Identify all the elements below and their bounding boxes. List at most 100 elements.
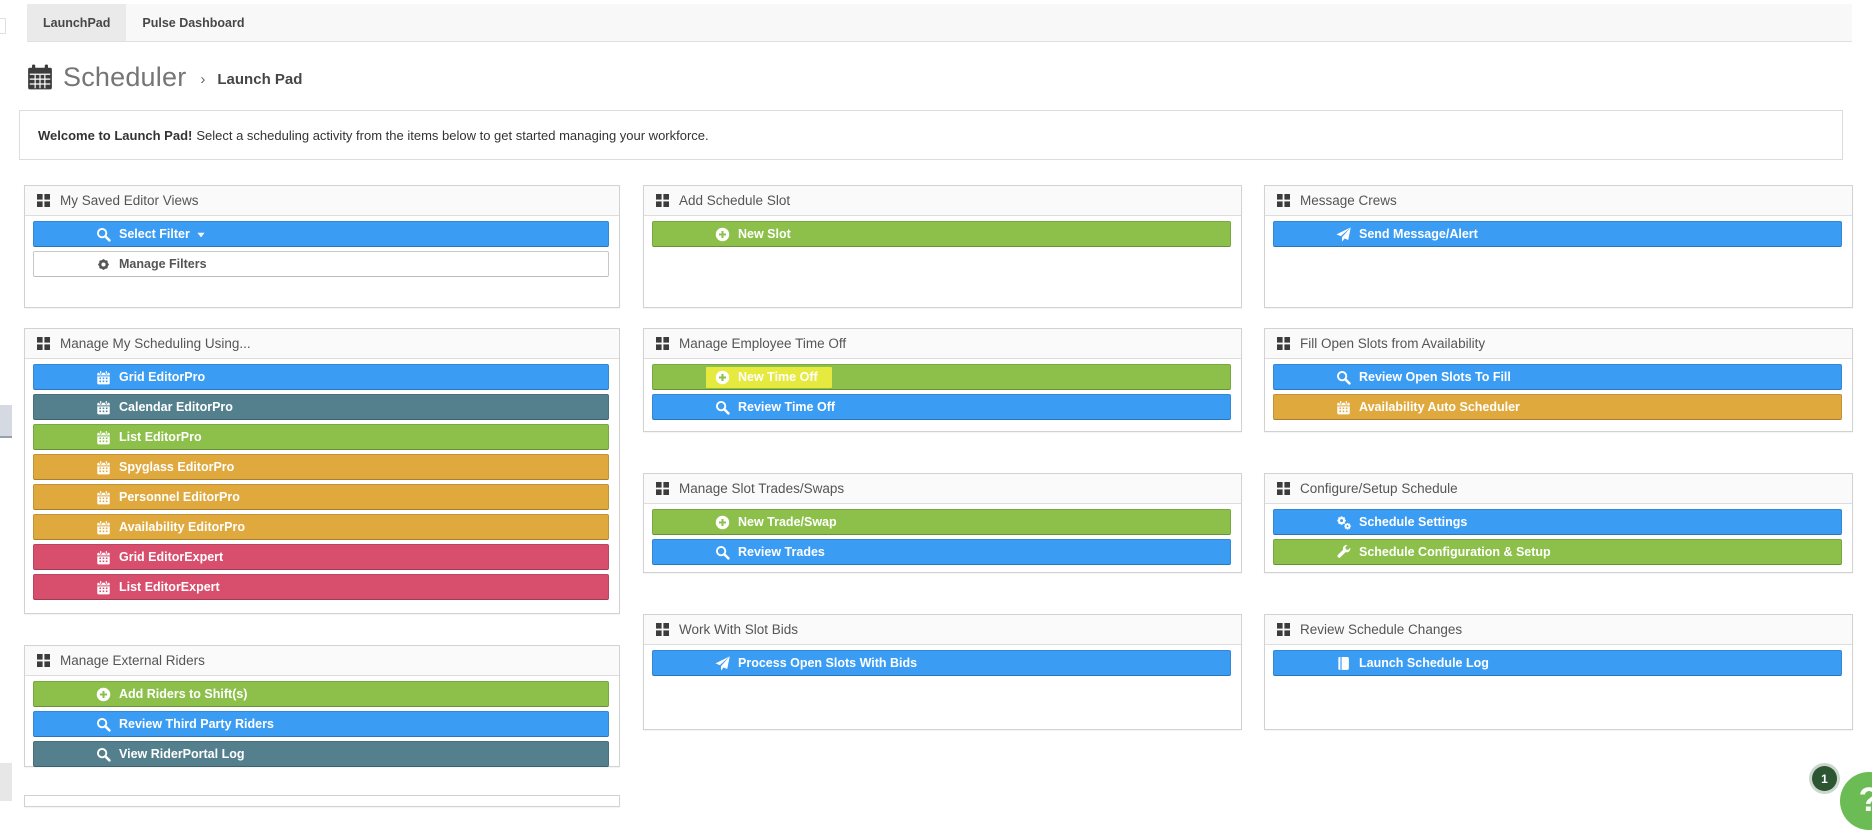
button-select-filter[interactable]: Select Filter (33, 221, 609, 247)
panel-title: Manage External Riders (60, 653, 205, 668)
button-new-time-off[interactable]: New Time Off (652, 364, 1231, 390)
button-availability-auto-scheduler[interactable]: Availability Auto Scheduler (1273, 394, 1842, 420)
partial-panel-top-edge (24, 795, 620, 807)
panel-manage-employee-time-off: Manage Employee Time Off New Time Off Rev… (643, 328, 1242, 432)
panel-header: Manage External Riders (25, 646, 619, 676)
grid-icon (1277, 194, 1290, 207)
question-mark-icon: ? (1859, 781, 1872, 820)
button-process-open-slots-with-bids[interactable]: Process Open Slots With Bids (652, 650, 1231, 676)
panel-body: New Trade/Swap Review Trades (644, 504, 1241, 577)
button-list-editorexpert[interactable]: List EditorExpert (33, 574, 609, 600)
grid-icon (1277, 337, 1290, 350)
button-label: Calendar EditorPro (119, 400, 233, 414)
grid-icon (656, 482, 669, 495)
button-label: New Trade/Swap (738, 515, 837, 529)
plus-circle-icon (715, 370, 730, 385)
panel-title: Message Crews (1300, 193, 1397, 208)
button-add-riders-to-shift-s[interactable]: Add Riders to Shift(s) (33, 681, 609, 707)
panel-title: Work With Slot Bids (679, 622, 799, 637)
tab-launchpad[interactable]: LaunchPad (27, 4, 127, 41)
panel-header: Review Schedule Changes (1265, 615, 1852, 645)
button-label: List EditorExpert (119, 580, 220, 594)
button-schedule-configuration-setup[interactable]: Schedule Configuration & Setup (1273, 539, 1842, 565)
panel-header: Add Schedule Slot (644, 186, 1241, 216)
left-edge-fragment-middle (0, 405, 12, 438)
search-icon (96, 717, 111, 732)
button-label: List EditorPro (119, 430, 202, 444)
button-manage-filters[interactable]: Manage Filters (33, 251, 609, 277)
button-label: New Slot (738, 227, 791, 241)
button-review-trades[interactable]: Review Trades (652, 539, 1231, 565)
button-label: Personnel EditorPro (119, 490, 240, 504)
button-calendar-editorpro[interactable]: Calendar EditorPro (33, 394, 609, 420)
button-review-time-off[interactable]: Review Time Off (652, 394, 1231, 420)
button-grid-editorpro[interactable]: Grid EditorPro (33, 364, 609, 390)
button-review-open-slots-to-fill[interactable]: Review Open Slots To Fill (1273, 364, 1842, 390)
panel-title: Manage My Scheduling Using... (60, 336, 251, 351)
button-label: Review Time Off (738, 400, 836, 414)
grid-icon (37, 194, 50, 207)
button-label: Launch Schedule Log (1359, 656, 1489, 670)
calendar-icon (27, 64, 53, 91)
breadcrumb: Launch Pad (217, 70, 303, 88)
calendar-icon (96, 489, 111, 505)
help-button[interactable]: ? (1840, 772, 1872, 830)
panel-body: Select Filter Manage Filters (25, 216, 619, 289)
button-list-editorpro[interactable]: List EditorPro (33, 424, 609, 450)
left-edge-fragment-bottom (0, 763, 12, 801)
panel-add-schedule-slot: Add Schedule Slot New Slot (643, 185, 1242, 308)
panel-header: Manage My Scheduling Using... (25, 329, 619, 359)
notification-badge[interactable]: 1 (1812, 766, 1837, 791)
panel-title: Add Schedule Slot (679, 193, 791, 208)
panel-body: Review Open Slots To Fill Availability Au… (1265, 359, 1852, 432)
button-label: Process Open Slots With Bids (738, 656, 918, 670)
button-send-message-alert[interactable]: Send Message/Alert (1273, 221, 1842, 247)
panel-title: Fill Open Slots from Availability (1300, 336, 1486, 351)
button-availability-editorpro[interactable]: Availability EditorPro (33, 514, 609, 540)
button-personnel-editorpro[interactable]: Personnel EditorPro (33, 484, 609, 510)
tab-pulse-dashboard[interactable]: Pulse Dashboard (142, 15, 245, 30)
panel-title: Review Schedule Changes (1300, 622, 1463, 637)
panel-body: Process Open Slots With Bids (644, 645, 1241, 688)
panel-header: Work With Slot Bids (644, 615, 1241, 645)
panel-title: Manage Employee Time Off (679, 336, 847, 351)
button-new-trade-swap[interactable]: New Trade/Swap (652, 509, 1231, 535)
panel-body: New Time Off Review Time Off (644, 359, 1241, 432)
grid-icon (656, 194, 669, 207)
breadcrumb-separator: › (200, 70, 206, 88)
panel-fill-open-slots: Fill Open Slots from Availability Review… (1264, 328, 1853, 432)
calendar-icon (96, 519, 111, 535)
button-review-third-party-riders[interactable]: Review Third Party Riders (33, 711, 609, 737)
button-label: Schedule Configuration & Setup (1359, 545, 1551, 559)
gears-icon (1336, 515, 1351, 530)
panel-title: Configure/Setup Schedule (1300, 481, 1458, 496)
search-icon (96, 227, 111, 242)
panel-manage-slot-trades: Manage Slot Trades/Swaps New Trade/Swap R… (643, 473, 1242, 573)
panel-manage-external-riders: Manage External Riders Add Riders to Shi… (24, 645, 620, 767)
panel-work-with-slot-bids: Work With Slot Bids Process Open Slots W… (643, 614, 1242, 730)
panel-title: My Saved Editor Views (60, 193, 199, 208)
grid-icon (37, 654, 50, 667)
panel-manage-my-scheduling: Manage My Scheduling Using... Grid Edito… (24, 328, 620, 614)
button-label: Review Open Slots To Fill (1359, 370, 1511, 384)
search-icon (1336, 370, 1351, 385)
panel-message-crews: Message Crews Send Message/Alert (1264, 185, 1853, 308)
panel-body: Grid EditorPro Calendar EditorPro List Edi… (25, 359, 619, 612)
button-new-slot[interactable]: New Slot (652, 221, 1231, 247)
button-view-riderportal-log[interactable]: View RiderPortal Log (33, 741, 609, 767)
button-spyglass-editorpro[interactable]: Spyglass EditorPro (33, 454, 609, 480)
panel-body: Send Message/Alert (1265, 216, 1852, 259)
button-label: Schedule Settings (1359, 515, 1468, 529)
button-schedule-settings[interactable]: Schedule Settings (1273, 509, 1842, 535)
plus-circle-icon (96, 687, 111, 702)
calendar-icon (96, 429, 111, 445)
panel-header: Message Crews (1265, 186, 1852, 216)
button-launch-schedule-log[interactable]: Launch Schedule Log (1273, 650, 1842, 676)
calendar-icon (96, 399, 111, 415)
book-icon (1336, 656, 1351, 671)
button-grid-editorexpert[interactable]: Grid EditorExpert (33, 544, 609, 570)
button-label: Select Filter (119, 227, 190, 241)
panel-header: My Saved Editor Views (25, 186, 619, 216)
button-label: New Time Off (738, 370, 818, 384)
panel-header: Fill Open Slots from Availability (1265, 329, 1852, 359)
